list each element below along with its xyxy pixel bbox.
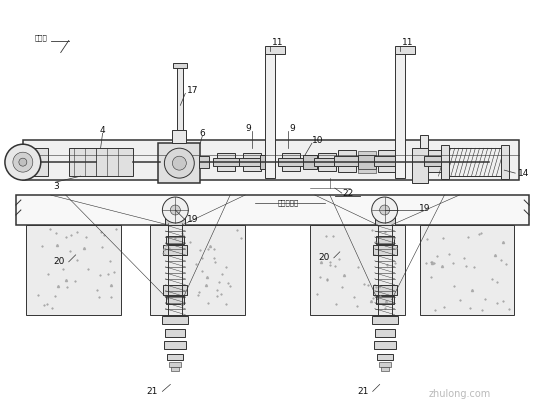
Bar bbox=[16, 195, 529, 225]
Bar bbox=[213, 158, 239, 166]
Circle shape bbox=[380, 205, 390, 215]
Bar bbox=[151, 225, 245, 315]
Bar bbox=[412, 148, 427, 183]
Bar bbox=[26, 225, 120, 315]
Bar bbox=[419, 225, 514, 315]
Bar bbox=[174, 63, 187, 68]
Text: 伸缩缝: 伸缩缝 bbox=[34, 34, 47, 41]
Bar bbox=[260, 155, 274, 169]
Bar bbox=[265, 45, 285, 53]
Bar bbox=[243, 153, 261, 171]
Circle shape bbox=[165, 148, 194, 178]
Bar bbox=[23, 148, 48, 176]
Bar bbox=[375, 217, 395, 225]
Text: 9: 9 bbox=[289, 124, 295, 133]
Text: 20: 20 bbox=[318, 253, 329, 262]
Text: 9: 9 bbox=[245, 124, 251, 133]
Text: 11: 11 bbox=[402, 38, 413, 47]
Bar bbox=[423, 156, 450, 166]
Text: 10: 10 bbox=[312, 136, 324, 145]
Bar bbox=[358, 169, 376, 173]
Bar bbox=[376, 296, 394, 304]
Circle shape bbox=[162, 197, 188, 223]
Text: 21: 21 bbox=[357, 387, 368, 396]
Bar bbox=[427, 150, 445, 172]
Bar bbox=[165, 341, 186, 349]
Text: 工作水位线: 工作水位线 bbox=[277, 200, 298, 206]
Bar bbox=[375, 328, 395, 336]
Bar bbox=[164, 285, 187, 295]
Bar bbox=[372, 316, 398, 324]
Bar bbox=[419, 135, 427, 148]
Bar bbox=[358, 155, 376, 169]
Bar bbox=[373, 285, 396, 295]
Text: 22: 22 bbox=[342, 189, 353, 197]
Circle shape bbox=[5, 144, 41, 180]
Bar bbox=[376, 236, 394, 244]
Bar bbox=[374, 156, 400, 166]
Text: 20: 20 bbox=[53, 257, 64, 266]
Circle shape bbox=[13, 152, 33, 172]
Text: 11: 11 bbox=[272, 38, 284, 47]
Circle shape bbox=[372, 197, 398, 223]
Bar bbox=[314, 158, 340, 166]
Bar bbox=[446, 148, 504, 176]
Text: 3: 3 bbox=[53, 181, 59, 191]
Bar bbox=[441, 145, 450, 179]
Bar bbox=[338, 150, 356, 172]
Bar bbox=[69, 148, 133, 176]
Bar bbox=[377, 354, 393, 360]
Circle shape bbox=[19, 158, 27, 166]
Bar bbox=[358, 151, 376, 155]
Text: 6: 6 bbox=[199, 129, 205, 138]
Bar bbox=[265, 50, 275, 178]
Bar bbox=[199, 156, 209, 168]
Bar bbox=[167, 354, 183, 360]
Bar bbox=[282, 153, 300, 171]
Text: 14: 14 bbox=[517, 168, 529, 178]
Bar bbox=[166, 296, 184, 304]
Bar bbox=[165, 217, 185, 225]
Bar bbox=[377, 150, 395, 172]
Bar bbox=[373, 245, 396, 255]
Bar bbox=[23, 140, 519, 180]
Text: 19: 19 bbox=[186, 215, 198, 224]
Bar bbox=[501, 145, 509, 179]
Text: 17: 17 bbox=[186, 86, 198, 95]
Circle shape bbox=[170, 205, 180, 215]
Text: 21: 21 bbox=[147, 387, 158, 396]
Text: zhulong.com: zhulong.com bbox=[428, 389, 491, 399]
Bar bbox=[178, 66, 183, 130]
Circle shape bbox=[172, 156, 186, 170]
Bar bbox=[164, 245, 187, 255]
Bar bbox=[171, 368, 179, 371]
Bar bbox=[374, 341, 395, 349]
Bar bbox=[165, 328, 185, 336]
Text: 4: 4 bbox=[100, 126, 105, 135]
Bar bbox=[318, 153, 336, 171]
Bar bbox=[303, 155, 317, 169]
Bar bbox=[239, 158, 265, 166]
Bar bbox=[395, 45, 414, 53]
Bar bbox=[169, 362, 181, 368]
Bar bbox=[334, 156, 360, 166]
Bar bbox=[310, 225, 404, 315]
Bar bbox=[162, 316, 188, 324]
Bar bbox=[166, 236, 184, 244]
Bar bbox=[395, 50, 404, 178]
Text: 19: 19 bbox=[419, 204, 430, 213]
Bar bbox=[172, 130, 186, 143]
Bar bbox=[379, 362, 391, 368]
Bar bbox=[158, 143, 200, 183]
Bar bbox=[217, 153, 235, 171]
Bar bbox=[381, 368, 389, 371]
Bar bbox=[278, 158, 304, 166]
